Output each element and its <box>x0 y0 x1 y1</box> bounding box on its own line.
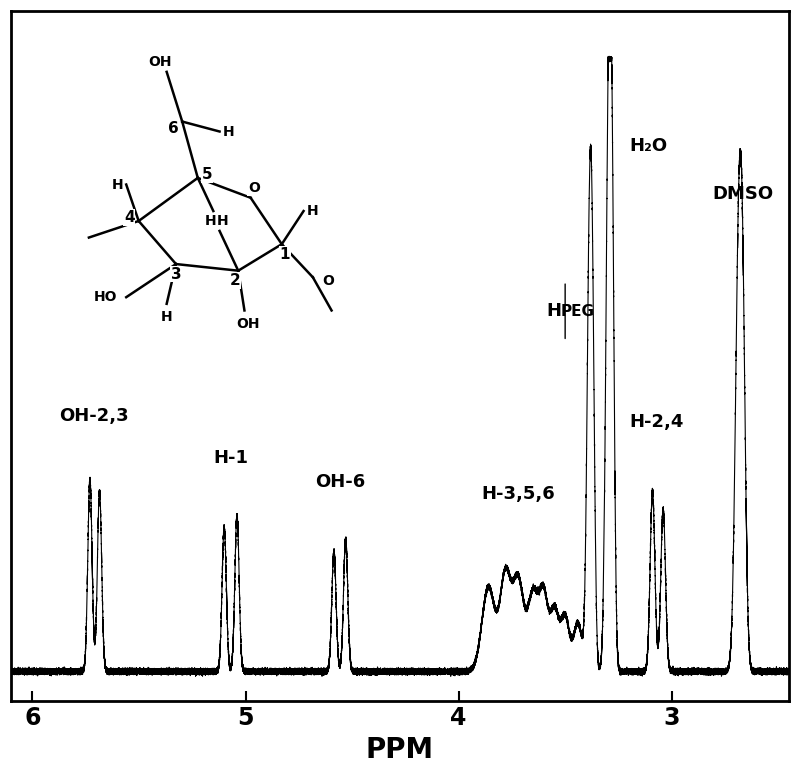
X-axis label: PPM: PPM <box>366 736 434 764</box>
Text: OH-6: OH-6 <box>315 474 366 491</box>
Text: OH-2,3: OH-2,3 <box>59 408 129 425</box>
Text: H-1: H-1 <box>213 449 248 467</box>
Text: H-2,4: H-2,4 <box>630 413 684 432</box>
Text: H: H <box>546 302 561 320</box>
Text: DMSO: DMSO <box>713 185 774 203</box>
Text: H-3,5,6: H-3,5,6 <box>482 485 555 504</box>
Text: PEG: PEG <box>561 304 595 319</box>
Text: H₂O: H₂O <box>629 137 667 155</box>
